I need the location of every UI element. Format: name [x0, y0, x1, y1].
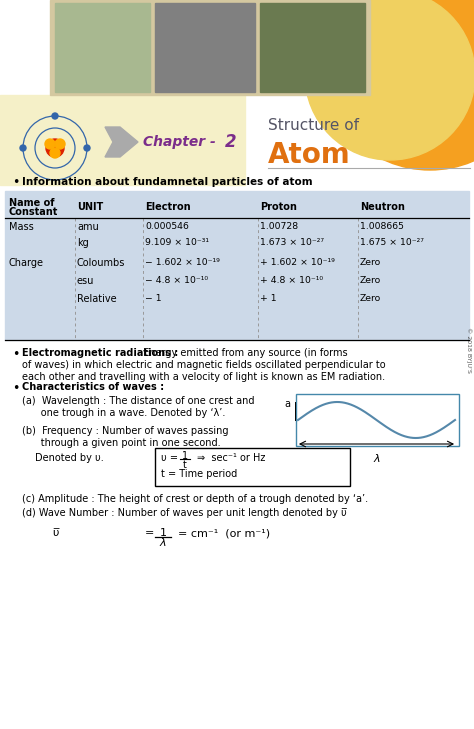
Circle shape [320, 0, 474, 170]
Text: Information about fundamnetal particles of atom: Information about fundamnetal particles … [22, 177, 313, 187]
Circle shape [55, 139, 65, 149]
Bar [50, 0, 370, 95]
Text: Proton: Proton [260, 202, 297, 212]
Text: + 1.602 × 10⁻¹⁹: + 1.602 × 10⁻¹⁹ [260, 258, 335, 267]
Text: 9.109 × 10⁻³¹: 9.109 × 10⁻³¹ [145, 238, 209, 247]
Text: 1.673 × 10⁻²⁷: 1.673 × 10⁻²⁷ [260, 238, 324, 247]
Bar [155, 3, 255, 92]
Text: (a)  Wavelength : The distance of one crest and: (a) Wavelength : The distance of one cre… [22, 396, 255, 406]
Text: Energy emitted from any source (in forms: Energy emitted from any source (in forms [140, 348, 347, 358]
Text: λ: λ [160, 538, 166, 548]
Text: − 1.602 × 10⁻¹⁹: − 1.602 × 10⁻¹⁹ [145, 258, 220, 267]
Text: Chapter -: Chapter - [143, 135, 220, 149]
Text: amu: amu [77, 222, 99, 232]
Text: •: • [12, 176, 19, 189]
Text: Characteristics of waves :: Characteristics of waves : [22, 382, 164, 392]
Text: 0.000546: 0.000546 [145, 222, 189, 231]
Text: − 1: − 1 [145, 294, 162, 303]
Text: Atom: Atom [268, 141, 351, 169]
Text: through a given point in one second.: through a given point in one second. [22, 438, 220, 448]
Text: Zero: Zero [360, 294, 381, 303]
Text: © 2018 BYJU’S: © 2018 BYJU’S [466, 327, 472, 373]
Text: of waves) in which electric and magnetic fields oscillated perpendicular to: of waves) in which electric and magnetic… [22, 360, 386, 370]
Text: Relative: Relative [77, 294, 117, 304]
Text: 1: 1 [159, 528, 166, 538]
Bar [296, 394, 459, 446]
Text: Zero: Zero [360, 258, 381, 267]
Circle shape [52, 113, 58, 119]
Text: Constant: Constant [9, 207, 58, 217]
Polygon shape [105, 127, 138, 157]
Text: Neutron: Neutron [360, 202, 405, 212]
Circle shape [20, 145, 26, 151]
Text: Charge: Charge [9, 258, 44, 268]
Text: •: • [12, 348, 19, 361]
Text: + 1: + 1 [260, 294, 277, 303]
Text: Electromagnetic radiations :: Electromagnetic radiations : [22, 348, 178, 358]
Text: kg: kg [77, 238, 89, 248]
Text: υ̅: υ̅ [52, 528, 58, 538]
Circle shape [305, 0, 474, 160]
Bar [55, 3, 150, 92]
Text: Mass: Mass [9, 222, 34, 232]
Text: t: t [183, 460, 187, 470]
Text: 2: 2 [225, 133, 237, 151]
Text: 1.00728: 1.00728 [260, 222, 298, 231]
Text: one trough in a wave. Denoted by ‘λ’.: one trough in a wave. Denoted by ‘λ’. [22, 408, 225, 418]
Text: =: = [145, 528, 155, 538]
Text: Coloumbs: Coloumbs [77, 258, 126, 268]
Text: 1.008665: 1.008665 [360, 222, 404, 231]
Text: υ =: υ = [161, 453, 181, 463]
Text: λ: λ [373, 454, 380, 464]
Text: Denoted by υ.: Denoted by υ. [35, 453, 104, 463]
Text: (b)  Frequency : Number of waves passing: (b) Frequency : Number of waves passing [22, 426, 228, 436]
Text: ⇒  sec⁻¹ or Hz: ⇒ sec⁻¹ or Hz [197, 453, 265, 463]
Bar [260, 3, 365, 92]
Bar [5, 191, 469, 340]
Circle shape [84, 145, 90, 151]
Text: t = Time period: t = Time period [161, 469, 237, 479]
Text: 1.675 × 10⁻²⁷: 1.675 × 10⁻²⁷ [360, 238, 424, 247]
Circle shape [50, 148, 60, 158]
Text: •: • [12, 382, 19, 395]
Text: esu: esu [77, 276, 94, 286]
Circle shape [46, 139, 64, 157]
Text: Electron: Electron [145, 202, 191, 212]
Circle shape [45, 139, 55, 149]
Text: + 4.8 × 10⁻¹⁰: + 4.8 × 10⁻¹⁰ [260, 276, 323, 285]
Bar [155, 448, 350, 486]
Text: Structure of: Structure of [268, 117, 359, 133]
Text: (c) Amplitude : The height of crest or depth of a trough denoted by ‘a’.: (c) Amplitude : The height of crest or d… [22, 494, 368, 504]
Text: 1: 1 [182, 451, 188, 461]
Text: UNIT: UNIT [77, 202, 103, 212]
Text: − 4.8 × 10⁻¹⁰: − 4.8 × 10⁻¹⁰ [145, 276, 208, 285]
Text: (d) Wave Number : Number of waves per unit length denoted by υ̅: (d) Wave Number : Number of waves per un… [22, 508, 347, 518]
Text: Name of: Name of [9, 198, 55, 208]
Text: Zero: Zero [360, 276, 381, 285]
Text: a: a [284, 399, 290, 409]
Bar [0, 95, 245, 185]
Text: each other and travelling with a velocity of light is known as EM radiation.: each other and travelling with a velocit… [22, 372, 385, 382]
Text: = cm⁻¹  (or m⁻¹): = cm⁻¹ (or m⁻¹) [178, 528, 270, 538]
